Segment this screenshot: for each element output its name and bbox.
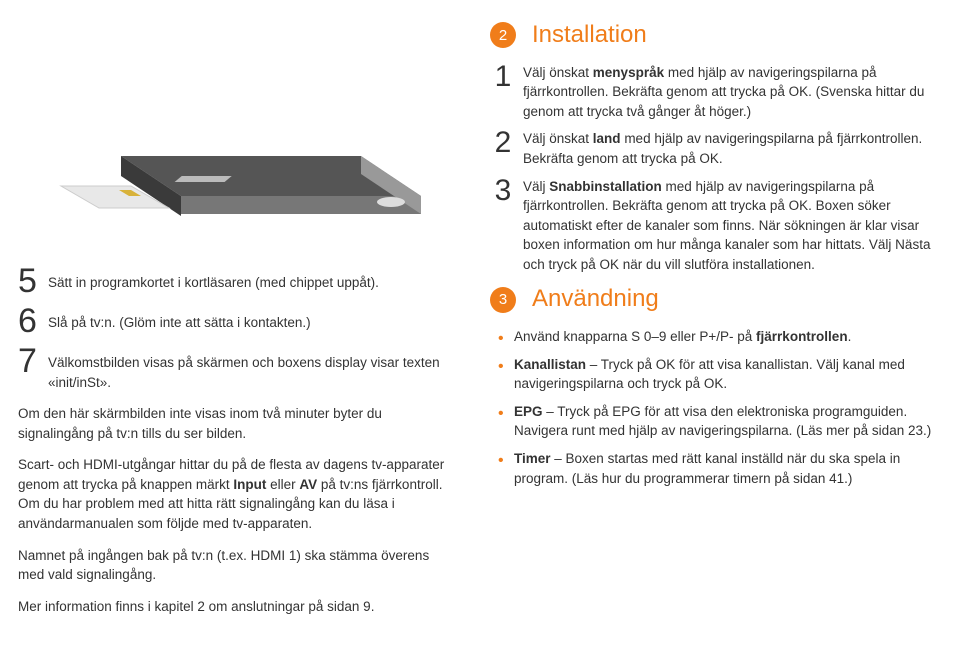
usage-item: EPG – Tryck på EPG för att visa den elek… xyxy=(494,402,932,441)
section-title-installation: Installation xyxy=(532,18,647,53)
set-top-box-icon xyxy=(26,46,446,246)
section-badge-3: 3 xyxy=(490,287,516,313)
install-step-text: Välj önskat land med hjälp av navigering… xyxy=(523,129,932,168)
install-step-text: Välj Snabbinstallation med hjälp av navi… xyxy=(523,177,932,275)
bold-av: AV xyxy=(299,477,317,492)
text-fragment: – Tryck på EPG för att visa den elektron… xyxy=(514,404,931,439)
step-number: 7 xyxy=(18,344,48,378)
install-step-2: 2 Välj önskat land med hjälp av navigeri… xyxy=(490,129,932,168)
bold-term: menyspråk xyxy=(593,65,664,80)
usage-item: Använd knapparna S 0–9 eller P+/P- på fj… xyxy=(494,327,932,347)
text-fragment: Använd knapparna S 0–9 eller P+/P- på xyxy=(514,329,756,344)
bold-term: fjärrkontrollen xyxy=(756,329,848,344)
install-step-3: 3 Välj Snabbinstallation med hjälp av na… xyxy=(490,177,932,275)
left-para-2: Scart- och HDMI-utgångar hittar du på de… xyxy=(18,455,458,533)
text-fragment: – Boxen startas med rätt kanal inställd … xyxy=(514,451,900,486)
install-step-number: 2 xyxy=(493,129,513,158)
step-text: Slå på tv:n. (Glöm inte att sätta i kont… xyxy=(48,304,311,333)
install-step-1: 1 Välj önskat menyspråk med hjälp av nav… xyxy=(490,63,932,122)
install-step-number: 1 xyxy=(493,63,513,92)
left-steps-list: 5 Sätt in programkortet i kortläsaren (m… xyxy=(18,264,458,392)
usage-item: Kanallistan – Tryck på OK för att visa k… xyxy=(494,355,932,394)
bold-term: Snabbinstallation xyxy=(549,179,662,194)
usage-header: 3 Användning xyxy=(490,282,932,317)
left-para-4: Mer information finns i kapitel 2 om ans… xyxy=(18,597,458,617)
right-column: 2 Installation 1 Välj önskat menyspråk m… xyxy=(490,18,932,652)
step-text: Välkomstbilden visas på skärmen och boxe… xyxy=(48,344,458,392)
install-steps: 1 Välj önskat menyspråk med hjälp av nav… xyxy=(490,63,932,275)
bold-term: land xyxy=(593,131,621,146)
section-title-usage: Användning xyxy=(532,282,659,317)
bold-term: Timer xyxy=(514,451,551,466)
text-fragment: Välj önskat xyxy=(523,131,593,146)
left-para-1: Om den här skärmbilden inte visas inom t… xyxy=(18,404,458,443)
step-7: 7 Välkomstbilden visas på skärmen och bo… xyxy=(18,344,458,392)
text-fragment: eller xyxy=(266,477,299,492)
bold-input: Input xyxy=(233,477,266,492)
step-text: Sätt in programkortet i kortläsaren (med… xyxy=(48,264,379,293)
text-fragment: Välj önskat xyxy=(523,65,593,80)
device-illustration xyxy=(18,18,458,258)
install-step-text: Välj önskat menyspråk med hjälp av navig… xyxy=(523,63,932,122)
step-5: 5 Sätt in programkortet i kortläsaren (m… xyxy=(18,264,458,298)
installation-header: 2 Installation xyxy=(490,18,932,53)
usage-list: Använd knapparna S 0–9 eller P+/P- på fj… xyxy=(494,327,932,488)
usage-item: Timer – Boxen startas med rätt kanal ins… xyxy=(494,449,932,488)
step-number: 6 xyxy=(18,304,48,338)
section-badge-2: 2 xyxy=(490,22,516,48)
step-number: 5 xyxy=(18,264,48,298)
left-column: 5 Sätt in programkortet i kortläsaren (m… xyxy=(18,18,458,652)
bold-term: EPG xyxy=(514,404,543,419)
step-6: 6 Slå på tv:n. (Glöm inte att sätta i ko… xyxy=(18,304,458,338)
text-fragment: . xyxy=(848,329,852,344)
bold-term: Kanallistan xyxy=(514,357,586,372)
left-para-3: Namnet på ingången bak på tv:n (t.ex. HD… xyxy=(18,546,458,585)
text-fragment: Välj xyxy=(523,179,549,194)
install-step-number: 3 xyxy=(493,177,513,206)
